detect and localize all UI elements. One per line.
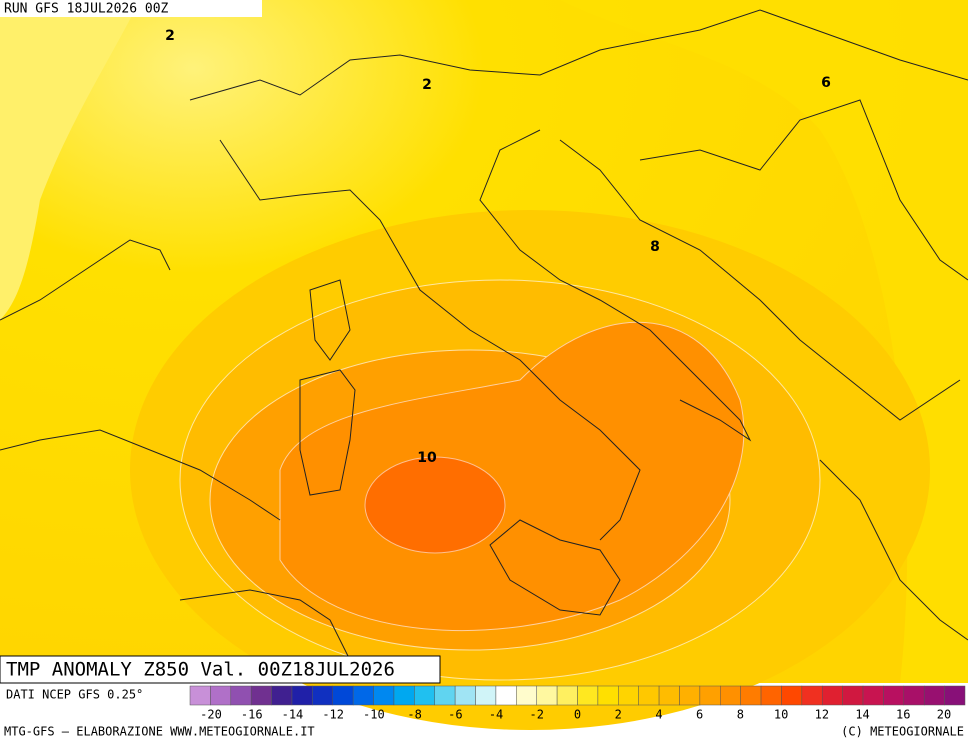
colorbar-box — [618, 685, 639, 706]
header-box — [0, 0, 262, 17]
colorbar-label: -14 — [282, 708, 304, 722]
colorbar-box — [373, 685, 395, 706]
colorbar-label: -6 — [448, 708, 462, 722]
colorbar-box — [740, 685, 762, 706]
colorbar-box — [332, 685, 354, 706]
contour-10 — [364, 456, 506, 554]
warm-band — [560, 0, 968, 683]
colorbar-box — [679, 685, 701, 706]
colorbar-label: 14 — [855, 708, 869, 722]
colorbar-label: 20 — [937, 708, 951, 722]
colorbar-label: 2 — [615, 708, 622, 722]
colorbar-label: -8 — [407, 708, 421, 722]
colorbar-label: -16 — [241, 708, 263, 722]
colorbar-box — [801, 685, 823, 706]
footer-right: (C) METEOGIORNALE — [841, 725, 964, 739]
colorbar-box — [536, 685, 558, 706]
colorbar-label: -4 — [489, 708, 503, 722]
map-title: TMP ANOMALY Z850 Val. 00Z18JUL2026 — [6, 659, 395, 681]
colorbar-box — [271, 685, 293, 706]
colorbar-box — [189, 685, 211, 706]
contour-label: 6 — [821, 75, 831, 91]
contour-label: 2 — [422, 77, 432, 93]
colorbar-box — [352, 685, 374, 706]
colorbar-box — [842, 685, 864, 706]
map — [0, 0, 968, 730]
colorbar-box — [781, 685, 803, 706]
colorbar-box — [883, 685, 905, 706]
colorbar-label: -2 — [530, 708, 544, 722]
colorbar-box — [495, 685, 517, 706]
colorbar-box — [658, 685, 680, 706]
source-label: DATI NCEP GFS 0.25° — [6, 688, 143, 702]
colorbar-box — [597, 685, 619, 706]
contour-label: 2 — [165, 28, 175, 44]
colorbar-box — [638, 685, 660, 706]
colorbar-box — [230, 685, 252, 706]
colorbar-box — [475, 685, 497, 706]
colorbar-label: -20 — [200, 708, 222, 722]
colorbar-label: 6 — [696, 708, 703, 722]
colorbar-box — [393, 685, 415, 706]
colorbar-box — [516, 685, 537, 706]
colorbar-label: 8 — [737, 708, 744, 722]
colorbar-box — [720, 685, 741, 706]
colorbar-box — [250, 685, 272, 706]
colorbar-box — [903, 685, 925, 706]
colorbar-label: 4 — [655, 708, 662, 722]
footer-left: MTG-GFS — ELABORAZIONE WWW.METEOGIORNALE… — [4, 725, 315, 739]
title-box — [0, 655, 441, 684]
colorbar-box — [862, 685, 884, 706]
colorbar-box — [577, 685, 599, 706]
colorbar-box — [556, 685, 578, 706]
colorbar-box — [434, 685, 456, 706]
colorbar-box — [312, 685, 334, 706]
colorbar-box — [454, 685, 476, 706]
colorbar-box — [944, 685, 966, 706]
colorbar-box — [923, 685, 945, 706]
colorbar-box — [821, 685, 843, 706]
colorbar: -20 -16 -14 -12 -10 -8 -6 -4 -2 0 2 4 6 8 10 12 14 16 20 — [189, 685, 966, 722]
colorbar-box — [210, 685, 232, 706]
colorbar-label: 0 — [574, 708, 581, 722]
colorbar-label: -10 — [363, 708, 385, 722]
run-label: RUN GFS 18JUL2026 00Z — [4, 2, 169, 17]
contour-label: 8 — [650, 239, 660, 255]
cool-area — [0, 0, 140, 320]
colorbar-label: 16 — [896, 708, 910, 722]
contour-label: 10 — [417, 450, 437, 466]
colorbar-label: 10 — [774, 708, 788, 722]
colorbar-label: -12 — [322, 708, 344, 722]
colorbar-box — [291, 685, 313, 706]
colorbar-label: 12 — [815, 708, 829, 722]
contour-9 — [279, 321, 745, 632]
colorbar-box — [760, 685, 782, 706]
colorbar-box — [699, 685, 721, 706]
colorbar-box — [414, 685, 435, 706]
